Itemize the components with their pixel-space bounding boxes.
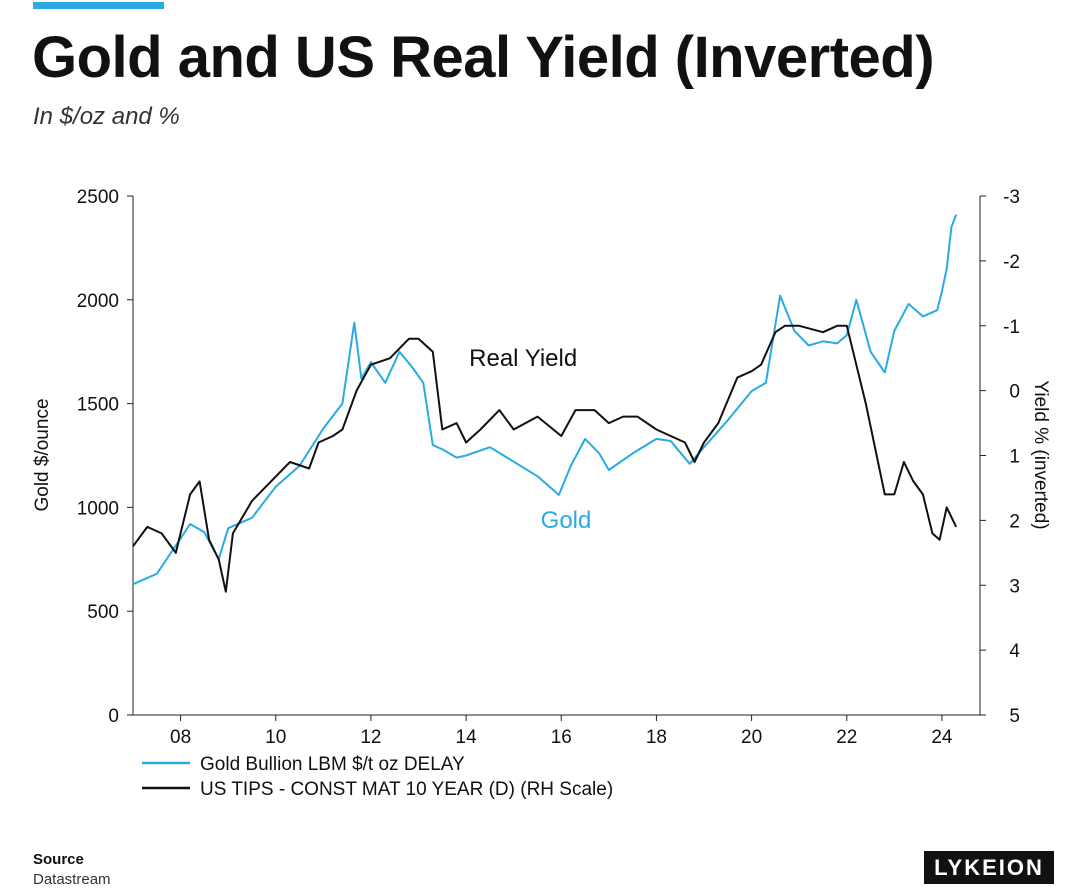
page-title: Gold and US Real Yield (Inverted) [32,25,935,90]
x-tick-label: 14 [456,727,478,748]
y-right-tick-label: 2 [1009,511,1020,532]
x-tick-label: 16 [551,727,572,748]
source-block: Source Datastream [33,850,111,890]
y-right-tick-label: 4 [1009,641,1020,662]
y-right-tick-label: 0 [1009,382,1020,403]
y-left-axis-label: Gold $/ounce [32,398,53,511]
x-tick-label: 24 [931,727,953,748]
y-right-tick-label: -2 [1003,252,1020,273]
y-left-tick-label: 500 [87,602,119,623]
y-left-tick-label: 2000 [77,291,119,312]
annotation-gold: Gold [541,507,592,534]
y-left-tick-label: 1000 [77,498,119,519]
accent-bar [33,2,164,9]
gold-series-line [132,214,958,586]
y-right-tick-label: -1 [1003,317,1020,338]
y-left-tick-label: 1500 [77,395,119,416]
y-right-tick-label: -3 [1003,187,1020,208]
x-tick-label: 08 [170,727,191,748]
y-right-axis-label: Yield % (inverted) [1030,380,1051,529]
x-tick-label: 12 [360,727,381,748]
x-tick-label: 20 [741,727,762,748]
legend-gold-label: Gold Bullion LBM $/t oz DELAY [200,754,465,775]
x-tick-label: 10 [265,727,286,748]
annotation-real-yield: Real Yield [469,345,577,372]
legend-yield-label: US TIPS - CONST MAT 10 YEAR (D) (RH Scal… [200,779,613,800]
y-right-tick-label: 1 [1009,447,1020,468]
x-tick-label: 18 [646,727,667,748]
page-subtitle: In $/oz and % [33,103,180,130]
y-left-tick-label: 0 [108,706,119,727]
y-left-tick-label: 2500 [77,187,119,208]
real-yield-series-line [132,324,958,593]
source-value: Datastream [33,871,111,888]
source-label: Source [33,851,84,868]
x-tick-label: 22 [836,727,857,748]
brand-logo: LYKEION [924,851,1054,884]
y-right-tick-label: 3 [1009,576,1020,597]
y-right-tick-label: 5 [1009,706,1020,727]
